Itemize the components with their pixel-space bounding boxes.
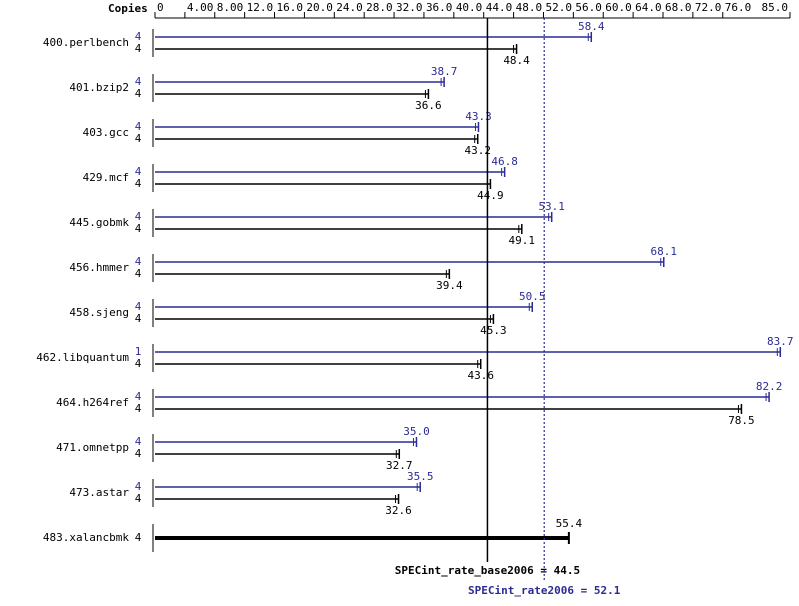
benchmark-name: 483.xalancbmk (43, 531, 129, 544)
copies-label: 4 (135, 447, 142, 460)
benchmark-name: 473.astar (69, 486, 129, 499)
x-tick-label: 16.0 (277, 1, 304, 14)
benchmark-name: 456.hmmer (69, 261, 129, 274)
value-label: 78.5 (728, 414, 755, 427)
copies-label: 4 (135, 165, 142, 178)
x-tick-label: 8.00 (217, 1, 244, 14)
x-tick-label: 52.0 (545, 1, 572, 14)
value-label: 36.6 (415, 99, 442, 112)
value-label: 83.7 (767, 335, 794, 348)
value-label: 45.3 (480, 324, 507, 337)
copies-label: 4 (135, 177, 142, 190)
x-tick-label: 12.0 (247, 1, 274, 14)
value-label: 38.7 (431, 65, 458, 78)
benchmark-name: 471.omnetpp (56, 441, 129, 454)
value-label: 48.4 (503, 54, 530, 67)
copies-label: 4 (135, 87, 142, 100)
benchmark-name: 401.bzip2 (69, 81, 129, 94)
copies-label: 4 (135, 120, 142, 133)
benchmark-name: 403.gcc (83, 126, 129, 139)
benchmark-name: 400.perlbench (43, 36, 129, 49)
value-label: 50.5 (519, 290, 546, 303)
value-label: 35.5 (407, 470, 434, 483)
copies-label: 4 (135, 75, 142, 88)
reference-label: SPECint_rate_base2006 = 44.5 (395, 564, 580, 577)
axis-label: Copies (108, 2, 148, 15)
value-label: 44.9 (477, 189, 504, 202)
x-tick-label: 68.0 (665, 1, 692, 14)
x-tick-label: 28.0 (366, 1, 393, 14)
value-label: 43.3 (465, 110, 492, 123)
copies-label: 4 (135, 267, 142, 280)
benchmark-name: 445.gobmk (69, 216, 129, 229)
reference-label: SPECint_rate2006 = 52.1 (468, 584, 621, 597)
x-tick-label: 48.0 (516, 1, 543, 14)
value-label: 55.4 (556, 517, 583, 530)
copies-label: 1 (135, 345, 142, 358)
x-tick-label: 64.0 (635, 1, 662, 14)
copies-label: 4 (135, 390, 142, 403)
copies-label: 4 (135, 312, 142, 325)
copies-label: 4 (135, 435, 142, 448)
copies-label: 4 (135, 357, 142, 370)
value-label: 35.0 (403, 425, 430, 438)
value-label: 46.8 (491, 155, 518, 168)
x-tick-label: 20.0 (306, 1, 333, 14)
x-tick-label: 40.0 (456, 1, 483, 14)
copies-label: 4 (135, 531, 142, 544)
copies-label: 4 (135, 30, 142, 43)
value-label: 49.1 (509, 234, 536, 247)
copies-label: 4 (135, 255, 142, 268)
copies-label: 4 (135, 42, 142, 55)
x-tick-label: 0 (157, 1, 164, 14)
x-tick-label: 4.00 (187, 1, 214, 14)
x-tick-label: 72.0 (695, 1, 722, 14)
copies-label: 4 (135, 480, 142, 493)
copies-label: 4 (135, 222, 142, 235)
benchmark-name: 429.mcf (83, 171, 129, 184)
value-label: 32.6 (385, 504, 412, 517)
value-label: 82.2 (756, 380, 783, 393)
benchmark-name: 462.libquantum (36, 351, 129, 364)
x-tick-label: 60.0 (605, 1, 632, 14)
value-label: 58.4 (578, 20, 605, 33)
x-tick-label: 56.0 (575, 1, 602, 14)
copies-label: 4 (135, 210, 142, 223)
x-tick-label: 85.0 (762, 1, 789, 14)
x-tick-label: 44.0 (486, 1, 513, 14)
value-label: 53.1 (538, 200, 565, 213)
benchmark-name: 464.h264ref (56, 396, 129, 409)
value-label: 68.1 (650, 245, 677, 258)
value-label: 43.6 (467, 369, 494, 382)
x-tick-label: 24.0 (336, 1, 363, 14)
x-tick-label: 76.0 (725, 1, 752, 14)
x-tick-label: 32.0 (396, 1, 423, 14)
copies-label: 4 (135, 132, 142, 145)
copies-label: 4 (135, 402, 142, 415)
value-label: 39.4 (436, 279, 463, 292)
copies-label: 4 (135, 300, 142, 313)
copies-label: 4 (135, 492, 142, 505)
x-tick-label: 36.0 (426, 1, 453, 14)
value-label: 43.2 (464, 144, 491, 157)
value-label: 32.7 (386, 459, 413, 472)
benchmark-name: 458.sjeng (69, 306, 129, 319)
